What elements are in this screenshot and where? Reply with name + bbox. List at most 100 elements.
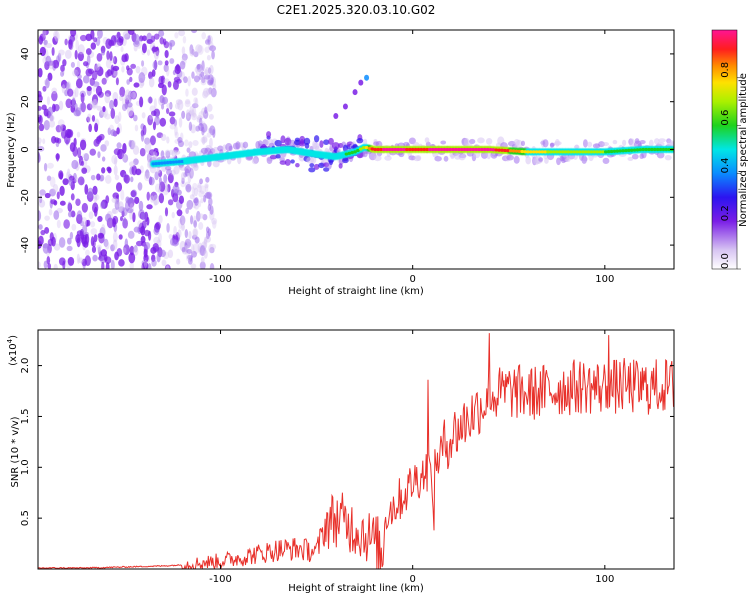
heatmap-noise-blob (121, 66, 125, 73)
heatmap-ridge-core (433, 147, 438, 152)
heatmap-noise-blob (200, 71, 205, 78)
heatmap-noise-blob (153, 236, 161, 245)
heatmap-noise-blob (197, 45, 204, 55)
heatmap-noise-blob (69, 231, 74, 240)
heatmap-noise-blob (190, 169, 195, 177)
heatmap-noise-blob (39, 46, 47, 57)
heatmap-ridge-core (422, 147, 427, 152)
heatmap-noise-blob (193, 97, 198, 104)
heatmap-noise-blob (76, 253, 80, 264)
heatmap-noise-blob (121, 54, 128, 63)
x-tick-label: -100 (209, 274, 232, 285)
heatmap-noise-blob (158, 214, 163, 224)
heatmap-noise-blob (111, 154, 118, 165)
heatmap-noise-blob (99, 174, 105, 182)
heatmap-ridge-core (359, 147, 363, 151)
heatmap-noise-blob (70, 61, 75, 68)
heatmap-noise-blob (207, 79, 214, 86)
heatmap-cluster-blob (318, 162, 325, 169)
heatmap-noise-blob (118, 201, 124, 212)
heatmap-noise-blob (38, 261, 41, 269)
heatmap-ridge-core (387, 147, 392, 152)
heatmap-ridge-core (627, 148, 631, 152)
heatmap-ridge-core (549, 150, 553, 154)
heatmap-halo-blob (443, 155, 449, 162)
heatmap-ridge-core (243, 151, 248, 156)
heatmap-halo-blob (485, 138, 493, 145)
heatmap-noise-blob (139, 148, 146, 157)
heatmap-ridge-core (203, 156, 207, 161)
heatmap-noise-blob (112, 207, 117, 214)
heatmap-noise-blob (85, 48, 92, 56)
heatmap-noise-blob (71, 97, 76, 109)
heatmap-noise-blob (186, 147, 191, 153)
heatmap-noise-blob (166, 136, 170, 144)
heatmap-noise-blob (180, 172, 186, 182)
heatmap-noise-blob (180, 132, 184, 141)
heatmap-ridge-core (661, 147, 666, 152)
heatmap-noise-blob (127, 230, 135, 239)
heatmap-noise-blob (105, 71, 110, 78)
heatmap-noise-blob (84, 184, 89, 195)
heatmap-noise-blob (192, 140, 199, 146)
heatmap-ridge-core (641, 147, 646, 152)
heatmap-noise-blob (141, 43, 147, 54)
heatmap-noise-blob (70, 193, 75, 201)
heatmap-noise-blob (186, 199, 194, 210)
heatmap-noise-blob (69, 142, 76, 153)
heatmap-noise-blob (165, 108, 170, 115)
heatmap-noise-blob (188, 141, 193, 149)
heatmap-noise-blob (82, 61, 89, 67)
heatmap-ridge-core (284, 148, 288, 152)
heatmap-noise-blob (113, 165, 118, 176)
heatmap-noise-blob (118, 234, 123, 240)
heatmap-noise-blob (133, 245, 138, 253)
heatmap-noise-blob (65, 82, 70, 90)
heatmap-noise-blob (181, 220, 185, 231)
heatmap-noise-blob (198, 213, 205, 219)
heatmap-noise-blob (205, 176, 210, 183)
heatmap-ridge-core (292, 149, 297, 153)
heatmap-noise-blob (174, 125, 178, 136)
heatmap-noise-blob (43, 260, 48, 269)
heatmap-noise-blob (148, 71, 153, 80)
heatmap-ridge-core (370, 147, 375, 151)
heatmap-noise-blob (147, 114, 154, 126)
heatmap-ridge-core (338, 153, 343, 158)
heatmap-ridge-core (194, 158, 199, 162)
heatmap-noise-blob (179, 215, 186, 226)
heatmap-noise-blob (79, 220, 85, 227)
heatmap-noise-blob (206, 191, 213, 200)
heatmap-cluster-blob (266, 131, 272, 138)
heatmap-noise-blob (174, 131, 179, 139)
heatmap-noise-blob (105, 38, 112, 49)
heatmap-noise-blob (181, 46, 186, 55)
heatmap-noise-blob (202, 87, 210, 98)
heatmap-noise-blob (172, 192, 179, 203)
heatmap-halo-blob (664, 154, 672, 161)
heatmap-noise-blob (94, 122, 99, 133)
heatmap-halo-blob (525, 156, 532, 165)
heatmap-noise-blob (185, 109, 190, 119)
heatmap-ridge-core (419, 147, 424, 152)
heatmap-noise-blob (109, 99, 115, 110)
heatmap-noise-blob (43, 108, 50, 117)
heatmap-noise-blob (198, 190, 205, 198)
heatmap-noise-blob (184, 229, 189, 239)
heatmap-noise-blob (44, 226, 50, 234)
heatmap-noise-blob (199, 245, 206, 257)
heatmap-noise-blob (203, 69, 209, 75)
heatmap-noise-blob (174, 102, 180, 110)
heatmap-ridge-core (237, 152, 242, 156)
heatmap-noise-blob (206, 103, 213, 112)
heatmap-noise-blob (166, 184, 171, 193)
heatmap-noise-blob (96, 173, 101, 181)
heatmap-ridge-core (644, 147, 648, 152)
heatmap-noise-blob (196, 69, 201, 76)
heatmap-noise-blob (154, 183, 162, 193)
heatmap-ridge-core (226, 154, 231, 158)
svg-text:(x104): (x104) (6, 335, 19, 366)
heatmap-ridge-core (240, 152, 245, 156)
heatmap-halo-blob (574, 144, 580, 149)
heatmap-noise-blob (121, 151, 127, 162)
